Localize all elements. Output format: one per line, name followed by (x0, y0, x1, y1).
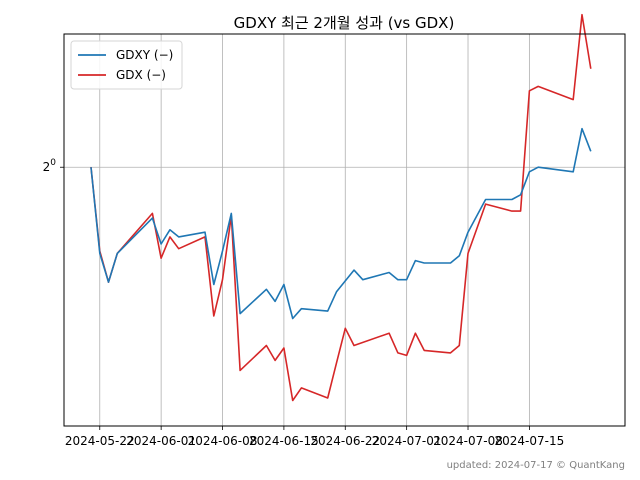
series-lines (90, 13, 592, 402)
x-axis: 2024-05-222024-06-012024-06-082024-06-15… (65, 426, 564, 448)
y-tick-exponent: 0 (50, 158, 56, 168)
series-line-gdxy (90, 127, 592, 320)
chart-title: GDXY 최근 2개월 성과 (vs GDX) (234, 14, 455, 32)
x-tick-label: 2024-06-08 (188, 434, 258, 448)
footer-credit: updated: 2024-07-17 © QuantKang (447, 460, 625, 471)
x-tick-label: 2024-07-08 (433, 434, 503, 448)
series-line-gdx (90, 13, 592, 402)
legend-label-gdx: GDX (−) (116, 68, 166, 82)
x-tick-label: 2024-06-01 (126, 434, 196, 448)
legend-box (70, 40, 183, 90)
plot-frame (63, 33, 626, 427)
x-tick-label: 2024-06-15 (249, 434, 319, 448)
legend: GDXY (−) GDX (−) (70, 40, 183, 90)
x-tick-label: 2024-05-22 (65, 434, 135, 448)
legend-label-gdxy: GDXY (−) (116, 48, 173, 62)
x-tick-label: 2024-06-22 (310, 434, 380, 448)
x-tick-label: 2024-07-01 (372, 434, 442, 448)
y-tick-label: 20 (43, 158, 57, 174)
x-tick-label: 2024-07-15 (495, 434, 565, 448)
y-tick-base: 2 (43, 160, 51, 174)
grid (64, 34, 625, 426)
y-axis: 20 (43, 158, 64, 174)
